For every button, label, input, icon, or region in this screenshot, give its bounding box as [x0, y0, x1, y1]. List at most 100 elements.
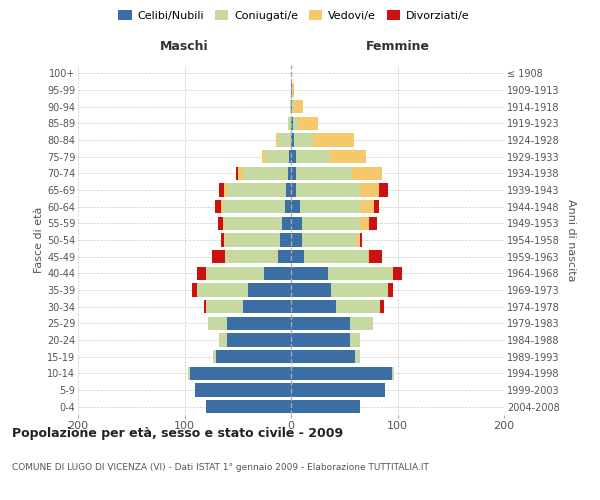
Bar [206, 266, 265, 280]
Bar [291, 200, 299, 213]
Bar [291, 250, 304, 264]
Bar [291, 134, 294, 146]
Bar [350, 316, 373, 330]
Bar [291, 334, 350, 346]
Bar [380, 300, 383, 314]
Bar [283, 216, 291, 230]
Bar [360, 216, 369, 230]
Text: Maschi: Maschi [160, 40, 209, 54]
Bar [369, 216, 377, 230]
Bar [291, 166, 296, 180]
Bar [224, 184, 227, 196]
Bar [188, 366, 190, 380]
Bar [243, 300, 291, 314]
Bar [294, 134, 313, 146]
Y-axis label: Fasce di età: Fasce di età [34, 207, 44, 273]
Bar [331, 150, 365, 164]
Bar [336, 300, 380, 314]
Bar [392, 266, 393, 280]
Bar [393, 266, 402, 280]
Bar [291, 100, 292, 114]
Bar [278, 250, 291, 264]
Bar [243, 166, 288, 180]
Bar [218, 216, 223, 230]
Bar [218, 184, 224, 196]
Bar [225, 234, 280, 246]
Bar [265, 266, 291, 280]
Bar [238, 166, 243, 180]
Bar [291, 116, 293, 130]
Bar [217, 350, 291, 364]
Bar [227, 184, 286, 196]
Bar [355, 350, 360, 364]
Bar [302, 234, 357, 246]
Bar [328, 266, 392, 280]
Bar [212, 250, 225, 264]
Bar [296, 150, 331, 164]
Bar [294, 100, 303, 114]
Bar [276, 134, 278, 146]
Bar [223, 216, 224, 230]
Bar [360, 234, 362, 246]
Bar [221, 200, 223, 213]
Bar [369, 250, 382, 264]
Bar [291, 284, 331, 296]
Bar [374, 200, 379, 213]
Bar [197, 266, 206, 280]
Bar [248, 284, 291, 296]
Bar [288, 116, 291, 130]
Bar [291, 216, 302, 230]
Bar [292, 100, 294, 114]
Bar [288, 166, 291, 180]
Bar [221, 234, 224, 246]
Y-axis label: Anni di nascita: Anni di nascita [566, 198, 576, 281]
Bar [291, 316, 350, 330]
Bar [298, 116, 317, 130]
Bar [284, 200, 291, 213]
Bar [206, 300, 243, 314]
Bar [291, 234, 302, 246]
Bar [361, 200, 374, 213]
Bar [236, 166, 238, 180]
Bar [227, 334, 291, 346]
Bar [291, 366, 392, 380]
Bar [350, 334, 360, 346]
Bar [360, 184, 379, 196]
Bar [379, 184, 388, 196]
Bar [302, 216, 360, 230]
Bar [278, 134, 291, 146]
Text: Femmine: Femmine [365, 40, 430, 54]
Bar [357, 234, 360, 246]
Bar [215, 200, 221, 213]
Bar [292, 84, 294, 96]
Bar [291, 84, 292, 96]
Legend: Celibi/Nubili, Coniugati/e, Vedovi/e, Divorziati/e: Celibi/Nubili, Coniugati/e, Vedovi/e, Di… [114, 6, 474, 25]
Bar [304, 250, 368, 264]
Text: COMUNE DI LUGO DI VICENZA (VI) - Dati ISTAT 1° gennaio 2009 - Elaborazione TUTTI: COMUNE DI LUGO DI VICENZA (VI) - Dati IS… [12, 462, 429, 471]
Bar [291, 400, 360, 413]
Bar [195, 384, 291, 396]
Bar [262, 150, 265, 164]
Bar [291, 150, 296, 164]
Bar [296, 166, 352, 180]
Bar [280, 234, 291, 246]
Bar [224, 216, 283, 230]
Bar [224, 234, 225, 246]
Bar [227, 316, 291, 330]
Bar [296, 184, 360, 196]
Bar [206, 400, 291, 413]
Bar [213, 350, 217, 364]
Bar [265, 150, 289, 164]
Bar [299, 200, 361, 213]
Bar [225, 250, 278, 264]
Bar [218, 334, 227, 346]
Bar [192, 284, 197, 296]
Bar [291, 266, 328, 280]
Bar [291, 300, 336, 314]
Bar [208, 316, 227, 330]
Bar [290, 100, 291, 114]
Bar [388, 284, 393, 296]
Bar [331, 284, 388, 296]
Bar [289, 150, 291, 164]
Bar [190, 366, 291, 380]
